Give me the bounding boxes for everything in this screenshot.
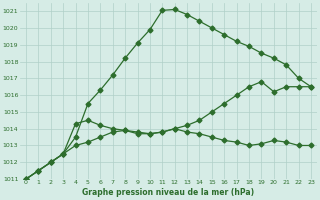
- X-axis label: Graphe pression niveau de la mer (hPa): Graphe pression niveau de la mer (hPa): [83, 188, 255, 197]
